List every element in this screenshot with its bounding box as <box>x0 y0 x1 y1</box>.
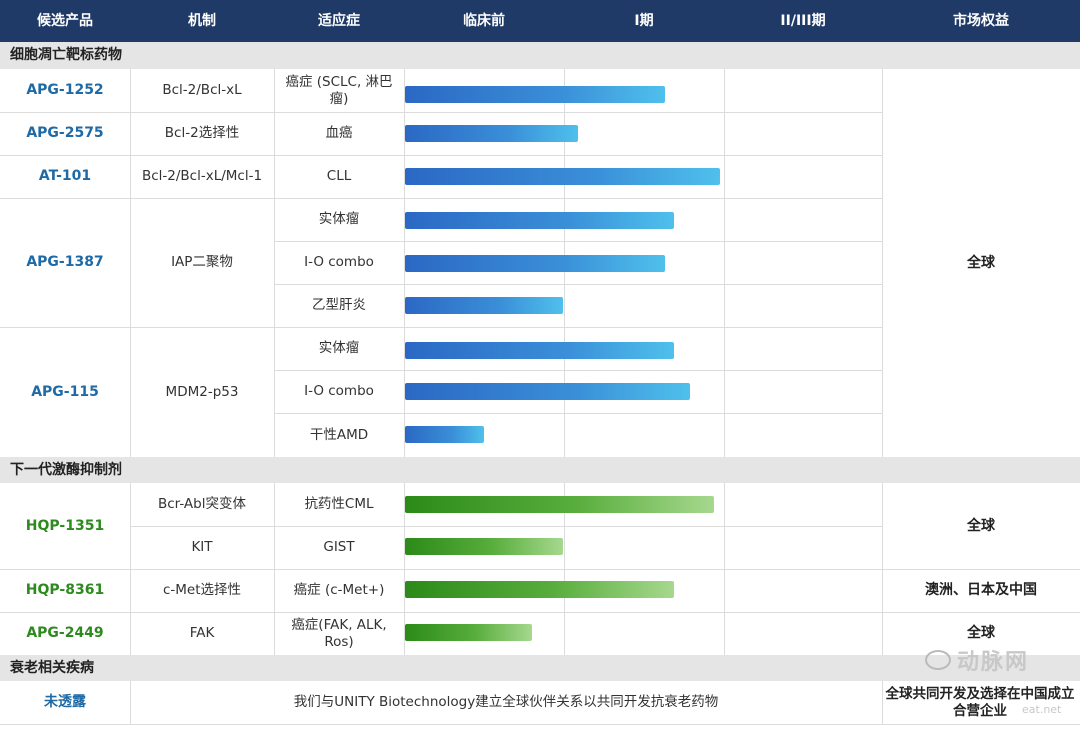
progress-bar <box>405 297 563 314</box>
indication-cell: 实体瘤 <box>318 211 360 227</box>
indication-cell: 癌症 (c-Met+) <box>293 582 385 598</box>
mechanism-cell: FAK <box>189 625 215 641</box>
mechanism-cell: Bcr-Abl突变体 <box>157 496 246 512</box>
mechanism-cell: Bcl-2选择性 <box>164 125 240 141</box>
indication-cell: 癌症(FAK, ALK, Ros) <box>291 616 387 650</box>
candidate-apg-1387: APG-1387 <box>26 254 104 270</box>
header-market-rights: 市场权益 <box>953 13 1009 29</box>
indication-cell: CLL <box>326 168 352 184</box>
progress-bar <box>405 538 563 555</box>
section-apoptosis: 细胞凋亡靶标药物 <box>0 42 1080 69</box>
section-kinase: 下一代激酶抑制剂 <box>0 457 1080 483</box>
progress-bar <box>405 342 674 359</box>
candidate-apg-2449: APG-2449 <box>26 625 104 641</box>
candidate-undisclosed: 未透露 <box>44 694 86 710</box>
indication-cell: 乙型肝炎 <box>312 297 366 313</box>
table-header: 候选产品 机制 适应症 临床前 I期 II/III期 市场权益 <box>0 0 1080 42</box>
indication-cell: 干性AMD <box>309 426 369 443</box>
mechanism-cell: IAP二聚物 <box>171 254 233 270</box>
mechanism-cell: Bcl-2/Bcl-xL <box>162 82 242 98</box>
indication-cell: 血癌 <box>325 125 353 141</box>
candidate-apg-2575: APG-2575 <box>26 125 104 141</box>
market-rights-apoptosis: 全球 <box>967 254 995 271</box>
indication-cell: I-O combo <box>304 383 374 399</box>
mechanism-cell: Bcl-2/Bcl-xL/Mcl-1 <box>141 168 263 184</box>
candidate-hqp-8361: HQP-8361 <box>25 582 105 598</box>
mechanism-cell: KIT <box>191 539 213 555</box>
header-mechanism: 机制 <box>188 13 216 29</box>
header-preclinical: 临床前 <box>463 13 505 29</box>
progress-bar <box>405 212 674 229</box>
section-aging: 衰老相关疾病 <box>0 655 1080 681</box>
indication-cell: GIST <box>323 539 355 555</box>
header-phase-1: I期 <box>634 13 654 29</box>
indication-cell: 抗药性CML <box>304 496 374 512</box>
progress-bar <box>405 496 714 513</box>
header-indication: 适应症 <box>318 13 360 29</box>
watermark-sub: eat.net <box>1022 703 1062 716</box>
market-rights-hqp-8361: 澳洲、日本及中国 <box>925 582 1037 598</box>
candidate-at-101: AT-101 <box>38 168 92 184</box>
progress-bar <box>405 383 690 400</box>
header-candidate: 候选产品 <box>37 13 93 29</box>
aging-description: 我们与UNITY Biotechnology建立全球伙伴关系以共同开发抗衰老药物 <box>293 694 719 710</box>
market-rights-apg-2449: 全球 <box>967 625 995 641</box>
indication-cell: I-O combo <box>304 254 374 270</box>
progress-bar <box>405 125 578 142</box>
candidate-apg-115: APG-115 <box>31 383 99 400</box>
candidate-apg-1252: APG-1252 <box>26 82 104 98</box>
progress-bar <box>405 168 720 185</box>
candidate-hqp-1351: HQP-1351 <box>25 517 105 534</box>
mechanism-cell: c-Met选择性 <box>162 582 242 598</box>
progress-bar <box>405 581 674 598</box>
mechanism-cell: MDM2-p53 <box>165 383 239 400</box>
indication-cell: 癌症 (SCLC, 淋巴瘤) <box>285 73 393 107</box>
progress-bar <box>405 624 532 641</box>
indication-cell: 实体瘤 <box>318 340 360 356</box>
progress-bar <box>405 426 484 443</box>
market-rights-hqp-1351: 全球 <box>967 517 995 534</box>
market-rights-aging: 全球共同开发及选择在中国成立合营企业 <box>885 685 1075 719</box>
progress-bar <box>405 86 665 103</box>
progress-bar <box>405 255 665 272</box>
header-phase-2-3: II/III期 <box>780 13 826 29</box>
